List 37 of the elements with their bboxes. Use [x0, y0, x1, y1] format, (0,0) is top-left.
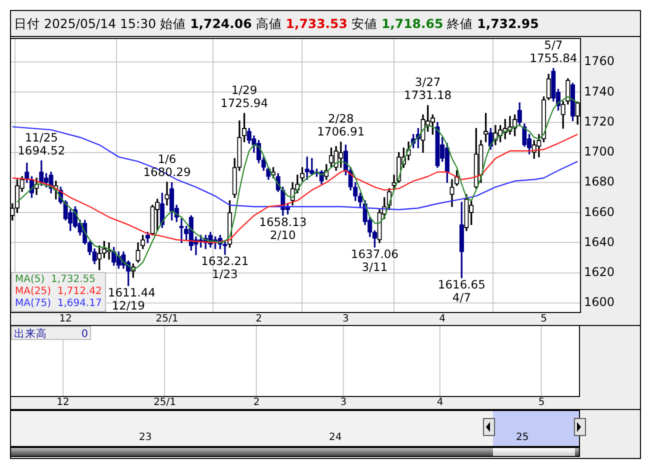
x-tick-label: 5 — [540, 314, 547, 325]
category-label: 2 — [253, 397, 260, 408]
category-label: 25/1 — [154, 397, 176, 408]
y-tick-label: 1720 — [584, 114, 615, 128]
x-tick-label: 25/1 — [156, 314, 178, 325]
annotation: 1611.44 12/19 — [108, 285, 156, 312]
annotation: 2/28 1706.91 — [317, 112, 365, 139]
text: MA(75) 1,694.17 — [15, 298, 102, 310]
text: MA(5) 1,732.55 — [15, 274, 97, 286]
candlestick — [164, 182, 170, 206]
y-tick-label: 1620 — [584, 264, 615, 279]
y-tick-label: 1700 — [584, 144, 615, 159]
y-tick-label: 1680 — [584, 174, 615, 189]
x-tick-label: 2 — [256, 314, 262, 325]
annotation: 11/25 1694.52 — [18, 130, 66, 158]
y-tick-label: 1740 — [584, 84, 615, 98]
annotation: 3/27 1731.18 — [404, 75, 452, 102]
chart-title: 日付 2025/05/14 15:30 始値 1,724.06 高値 1,733.53 安値 1,718.65 終値 1,732.95 — [14, 16, 539, 31]
annotation: 5/7 1755.84 — [530, 38, 578, 66]
annotation: 1632.21 1/23 — [201, 254, 249, 282]
annotation: 1658.13 2/10 — [259, 215, 307, 242]
y-tick-label: 1600 — [584, 295, 615, 310]
category-label: 3 — [340, 397, 347, 408]
y-tick-label: 1760 — [584, 54, 615, 68]
x-tick-label: 3 — [342, 314, 349, 325]
x-tick-label: 12 — [59, 314, 72, 325]
x-tick-label: 4 — [439, 314, 446, 325]
category-label: 12 — [56, 397, 70, 408]
category-label: 5 — [538, 397, 545, 408]
y-tick-label: 1660 — [584, 204, 615, 219]
y-tick-label: 1640 — [584, 234, 615, 249]
text: 出来高 0 — [14, 328, 88, 340]
category-label: 4 — [436, 397, 444, 408]
text: MA(25) 1,712.42 — [15, 286, 102, 298]
annotation: 1616.65 4/7 — [438, 278, 486, 305]
annotation: 1637.06 3/11 — [350, 246, 398, 274]
annotation: 1/29 1725.94 — [220, 83, 268, 110]
